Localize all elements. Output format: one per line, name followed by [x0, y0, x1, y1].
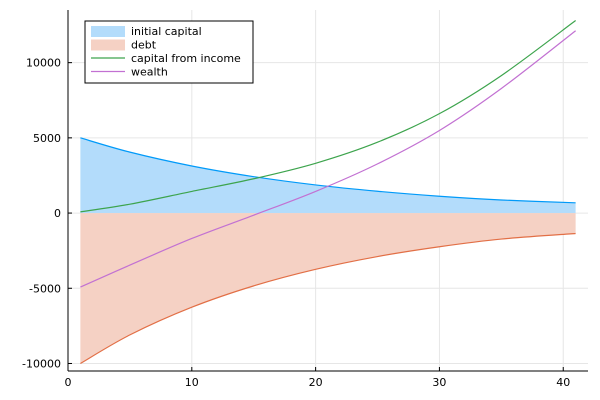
y-tick-label: 10000 [26, 57, 61, 70]
x-tick-label: 0 [65, 376, 72, 389]
y-tick-label: 5000 [33, 132, 61, 145]
debt-band [80, 213, 576, 364]
legend-label: capital from income [131, 52, 241, 65]
y-tick-label: 0 [54, 207, 61, 220]
axes: 0 10 20 30 40 -10000 -5000 0 5000 10000 [22, 10, 588, 389]
initial-capital-band [80, 137, 576, 214]
y-tick-label: -5000 [29, 282, 61, 295]
y-tick-label: -10000 [22, 357, 61, 370]
legend-label: wealth [131, 66, 168, 79]
legend-swatch [91, 26, 125, 37]
x-tick-label: 40 [556, 376, 570, 389]
wealth-line [80, 30, 576, 288]
legend-swatch [91, 39, 125, 51]
x-tick-label: 10 [185, 376, 199, 389]
legend-label: debt [131, 39, 157, 52]
capital-from-income-line [80, 20, 576, 213]
line-layer [80, 20, 576, 364]
band-layer [80, 137, 576, 364]
x-tick-label: 30 [432, 376, 446, 389]
x-tick-label: 20 [309, 376, 323, 389]
debt-line [80, 232, 576, 364]
legend-label: initial capital [131, 25, 202, 38]
initial-capital-line [80, 137, 576, 204]
